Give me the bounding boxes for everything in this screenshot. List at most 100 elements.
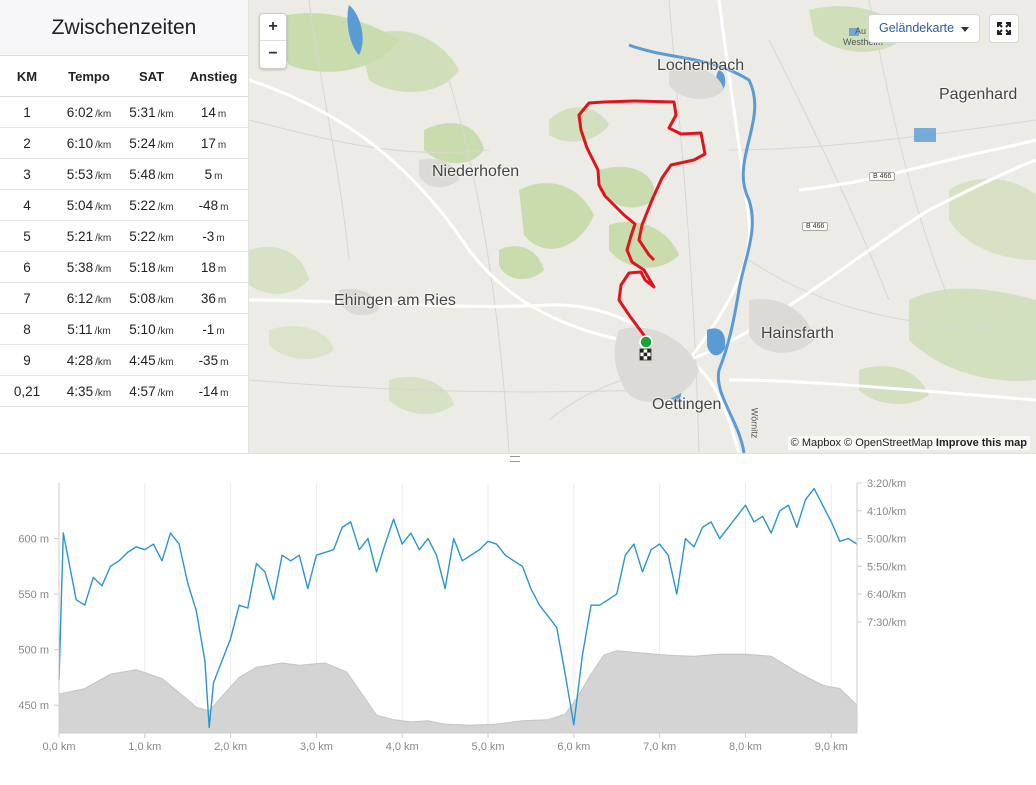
split-row[interactable]: 0,21 4:35/km 4:57/km -14 m	[0, 375, 248, 407]
split-sat-unit: /km	[157, 325, 174, 337]
split-km-value: 2	[23, 135, 31, 151]
split-sat-value: 5:24	[129, 135, 156, 151]
split-row[interactable]: 1 6:02/km 5:31/km 14 m	[0, 96, 248, 128]
x-tick-label: 7,0 km	[643, 741, 676, 753]
zoom-in-button[interactable]: +	[268, 18, 278, 35]
map-label-auhausen: Au	[855, 26, 867, 36]
split-row[interactable]: 8 5:11/km 5:10/km -1 m	[0, 313, 248, 345]
split-anstieg-value: -35	[198, 352, 219, 368]
split-sat: 4:57/km	[124, 375, 179, 407]
fullscreen-button[interactable]	[989, 14, 1019, 43]
split-sat: 5:18/km	[124, 251, 179, 283]
map-label-lochenbach: Lochenbach	[657, 57, 745, 74]
split-km: 8	[0, 313, 54, 345]
chart-canvas[interactable]: 0,0 km 1,0 km 2,0 km 3,0 km 4,0 km 5,0 km 6,0 …	[0, 470, 1036, 780]
split-km: 0,21	[0, 375, 54, 407]
splits-title: Zwischenzeiten	[0, 0, 248, 55]
split-anstieg: -1 m	[179, 313, 248, 345]
split-anstieg-value: 36	[200, 290, 216, 306]
river	[628, 43, 757, 453]
split-tempo: 5:21/km	[54, 220, 124, 252]
split-sat-value: 5:08	[129, 290, 156, 306]
resize-handle[interactable]	[510, 456, 520, 462]
y-left-tick-label: 450 m	[18, 700, 49, 712]
split-anstieg-unit: m	[217, 139, 227, 151]
split-row[interactable]: 4 5:04/km 5:22/km -48 m	[0, 189, 248, 221]
split-sat-value: 5:48	[129, 166, 156, 182]
split-tempo-unit: /km	[95, 139, 112, 151]
header-tempo[interactable]: Tempo	[54, 55, 124, 97]
split-sat: 5:10/km	[124, 313, 179, 345]
split-row[interactable]: 7 6:12/km 5:08/km 36 m	[0, 282, 248, 314]
start-marker[interactable]	[639, 335, 653, 349]
finish-flag-icon[interactable]	[639, 348, 652, 361]
x-tick-label: 3,0 km	[300, 741, 333, 753]
town-areas	[339, 66, 814, 402]
split-tempo-value: 5:53	[66, 166, 94, 182]
split-row[interactable]: 5 5:21/km 5:22/km -3 m	[0, 220, 248, 252]
attribution-osm[interactable]: © OpenStreetMap	[844, 437, 933, 449]
split-tempo: 5:38/km	[54, 251, 124, 283]
route-line[interactable]	[577, 99, 707, 339]
split-tempo-value: 6:10	[66, 135, 94, 151]
split-tempo-unit: /km	[95, 356, 112, 368]
header-sat[interactable]: SAT	[124, 55, 179, 97]
split-sat-value: 5:22	[129, 228, 156, 244]
split-sat-unit: /km	[157, 356, 174, 368]
split-sat-value: 5:31	[129, 104, 156, 120]
split-anstieg: 14 m	[179, 96, 248, 128]
split-anstieg-unit: m	[217, 108, 227, 120]
caret-down-icon	[961, 27, 969, 32]
y-right-tick-label: 4:10/km	[867, 506, 906, 518]
split-tempo-unit: /km	[94, 325, 111, 337]
elevation-pace-chart[interactable]: 0,0 km 1,0 km 2,0 km 3,0 km 4,0 km 5,0 km 6,0 …	[0, 470, 1036, 782]
attribution-mapbox[interactable]: © Mapbox	[790, 437, 841, 449]
split-anstieg: -14 m	[179, 375, 248, 407]
split-km: 7	[0, 282, 54, 314]
map-layer-select[interactable]: Geländekarte	[868, 14, 980, 43]
header-km[interactable]: KM	[0, 55, 54, 97]
fullscreen-icon	[997, 22, 1011, 35]
split-anstieg-unit: m	[214, 170, 223, 182]
pace-line[interactable]	[58, 487, 858, 729]
split-km: 1	[0, 96, 54, 128]
split-sat-value: 4:45	[129, 352, 156, 368]
map-label-ehingen: Ehingen am Ries	[334, 292, 456, 309]
splits-table: KM Tempo SAT Anstieg 1 6:02/km 5:31/km 14 m 2…	[0, 55, 248, 407]
map-label-niederhofen: Niederhofen	[432, 163, 520, 180]
split-km-value: 6	[23, 259, 31, 275]
split-tempo-value: 4:28	[66, 352, 94, 368]
header-anstieg[interactable]: Anstieg	[179, 55, 248, 97]
split-row[interactable]: 2 6:10/km 5:24/km 17 m	[0, 127, 248, 159]
split-tempo: 4:35/km	[54, 375, 124, 407]
split-sat-unit: /km	[157, 108, 174, 120]
map-label-oettingen: Oettingen	[652, 396, 722, 413]
split-km-value: 8	[23, 321, 31, 337]
split-tempo: 4:28/km	[54, 344, 124, 376]
split-sat-unit: /km	[157, 232, 174, 244]
split-sat-unit: /km	[157, 170, 174, 182]
split-km-value: 5	[23, 228, 31, 244]
split-tempo: 6:02/km	[54, 96, 124, 128]
split-sat: 5:22/km	[124, 189, 179, 221]
y-right-tick-label: 6:40/km	[867, 589, 906, 601]
elevation-area[interactable]	[58, 650, 858, 734]
split-km-value: 9	[23, 352, 31, 368]
split-row[interactable]: 6 5:38/km 5:18/km 18 m	[0, 251, 248, 283]
panel-divider[interactable]	[0, 453, 1036, 462]
map-canvas[interactable]	[249, 0, 1036, 453]
zoom-out-button[interactable]: −	[260, 40, 286, 67]
improve-map-link[interactable]: Improve this map	[935, 437, 1027, 449]
split-km: 6	[0, 251, 54, 283]
split-row[interactable]: 3 5:53/km 5:48/km 5 m	[0, 158, 248, 190]
split-sat-unit: /km	[157, 387, 174, 399]
split-tempo-value: 6:02	[66, 104, 94, 120]
route-map[interactable]: Lochenbach Pagenhard Niederhofen Ehingen…	[249, 0, 1036, 453]
split-sat: 5:08/km	[124, 282, 179, 314]
x-tick-label: 6,0 km	[557, 741, 590, 753]
road-badge: B 466	[802, 222, 829, 231]
split-tempo-unit: /km	[95, 108, 112, 120]
split-sat: 5:48/km	[124, 158, 179, 190]
split-row[interactable]: 9 4:28/km 4:45/km -35 m	[0, 344, 248, 376]
